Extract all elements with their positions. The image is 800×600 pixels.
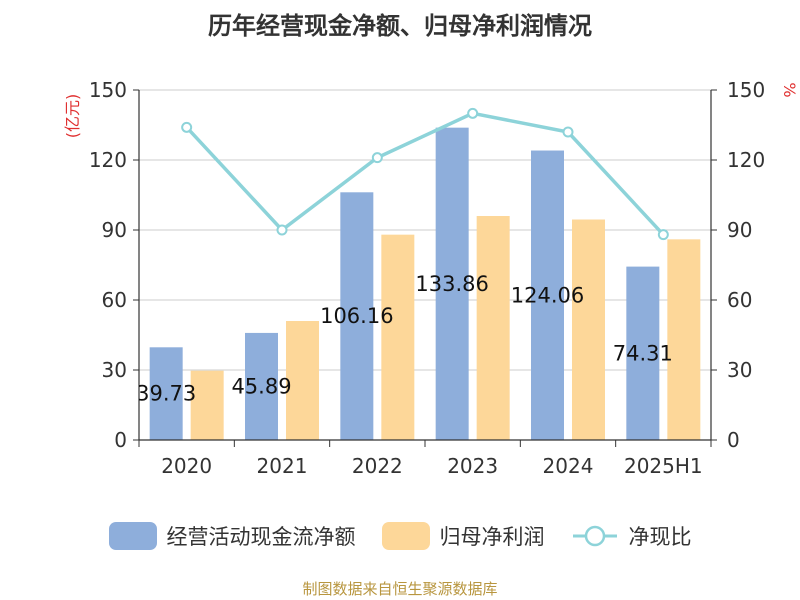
- bar-net-profit-2024: [572, 219, 605, 440]
- ratio-point-2025H1: [657, 229, 669, 241]
- legend-line-marker-icon: [572, 525, 617, 547]
- x-tick-label-2023: 2023: [447, 454, 498, 478]
- bar-net-profit-2021: [286, 321, 319, 440]
- right-tick-label-0: 0: [727, 428, 740, 452]
- legend-item-cashflow[interactable]: 经营活动现金流净额: [108, 521, 356, 551]
- legend-swatch-cashflow: [108, 522, 157, 550]
- legend-item-ratio[interactable]: 净现比: [571, 521, 692, 551]
- left-axis-title: (亿元): [63, 94, 82, 139]
- bar-cashflow-2021: [245, 332, 278, 440]
- data-label-cashflow-2022: 106.16: [320, 304, 393, 328]
- data-label-cashflow-2023: 133.86: [415, 272, 488, 296]
- data-label-cashflow-2020: 39.73: [136, 382, 196, 406]
- ratio-point-2024: [562, 126, 574, 138]
- right-tick-label-3: 90: [727, 218, 752, 242]
- ratio-point-2022: [371, 152, 383, 164]
- source-footer: 制图数据来自恒生聚源数据库: [302, 580, 498, 598]
- bar-cashflow-2025H1: [626, 266, 660, 440]
- x-tick-label-2024: 2024: [543, 454, 594, 478]
- bar-cashflow-2022: [340, 192, 374, 440]
- left-tick-label-5: 150: [89, 78, 127, 102]
- right-tick-label-5: 150: [727, 78, 765, 102]
- legend-item-net-profit[interactable]: 归母净利润: [381, 521, 545, 551]
- legend-swatch-net-profit: [381, 522, 430, 550]
- right-axis-title: %: [780, 82, 799, 97]
- right-tick-label-4: 120: [727, 148, 765, 172]
- bar-net-profit-2023: [476, 216, 510, 440]
- ratio-point-2020: [181, 121, 193, 133]
- chart-title: 历年经营现金净额、归母净利润情况: [208, 12, 592, 40]
- bar-cashflow-2023: [435, 127, 469, 440]
- left-tick-label-0: 0: [114, 428, 127, 452]
- data-label-cashflow-2024: 124.06: [511, 283, 584, 307]
- legend-label-ratio: 净现比: [628, 525, 692, 549]
- bar-net-profit-2022: [381, 234, 415, 440]
- left-tick-label-1: 30: [102, 358, 127, 382]
- left-tick-label-3: 90: [102, 218, 127, 242]
- ratio-point-2021: [276, 224, 288, 236]
- bar-cashflow-2024: [531, 150, 564, 440]
- bar-net-profit-2020: [190, 370, 224, 440]
- x-tick-label-2022: 2022: [352, 454, 403, 478]
- data-label-cashflow-2025H1: 74.31: [613, 341, 673, 365]
- legend-label-net-profit: 归母净利润: [439, 525, 545, 549]
- ratio-line: [185, 111, 665, 236]
- left-tick-label-2: 60: [102, 288, 127, 312]
- x-tick-label-2020: 2020: [161, 454, 212, 478]
- right-tick-label-2: 60: [727, 288, 752, 312]
- legend-label-cashflow: 经营活动现金流净额: [166, 525, 356, 549]
- data-label-cashflow-2021: 45.89: [231, 374, 291, 398]
- bar-cashflow-2020: [149, 347, 183, 440]
- x-tick-label-2021: 2021: [257, 454, 308, 478]
- legend: 经营活动现金流净额 归母净利润 净现比: [0, 514, 800, 558]
- x-tick-label-2025H1: 2025H1: [624, 454, 703, 478]
- ratio-point-2023: [467, 107, 479, 119]
- left-tick-label-4: 120: [89, 148, 127, 172]
- right-tick-label-1: 30: [727, 358, 752, 382]
- bar-net-profit-2025H1: [667, 239, 701, 440]
